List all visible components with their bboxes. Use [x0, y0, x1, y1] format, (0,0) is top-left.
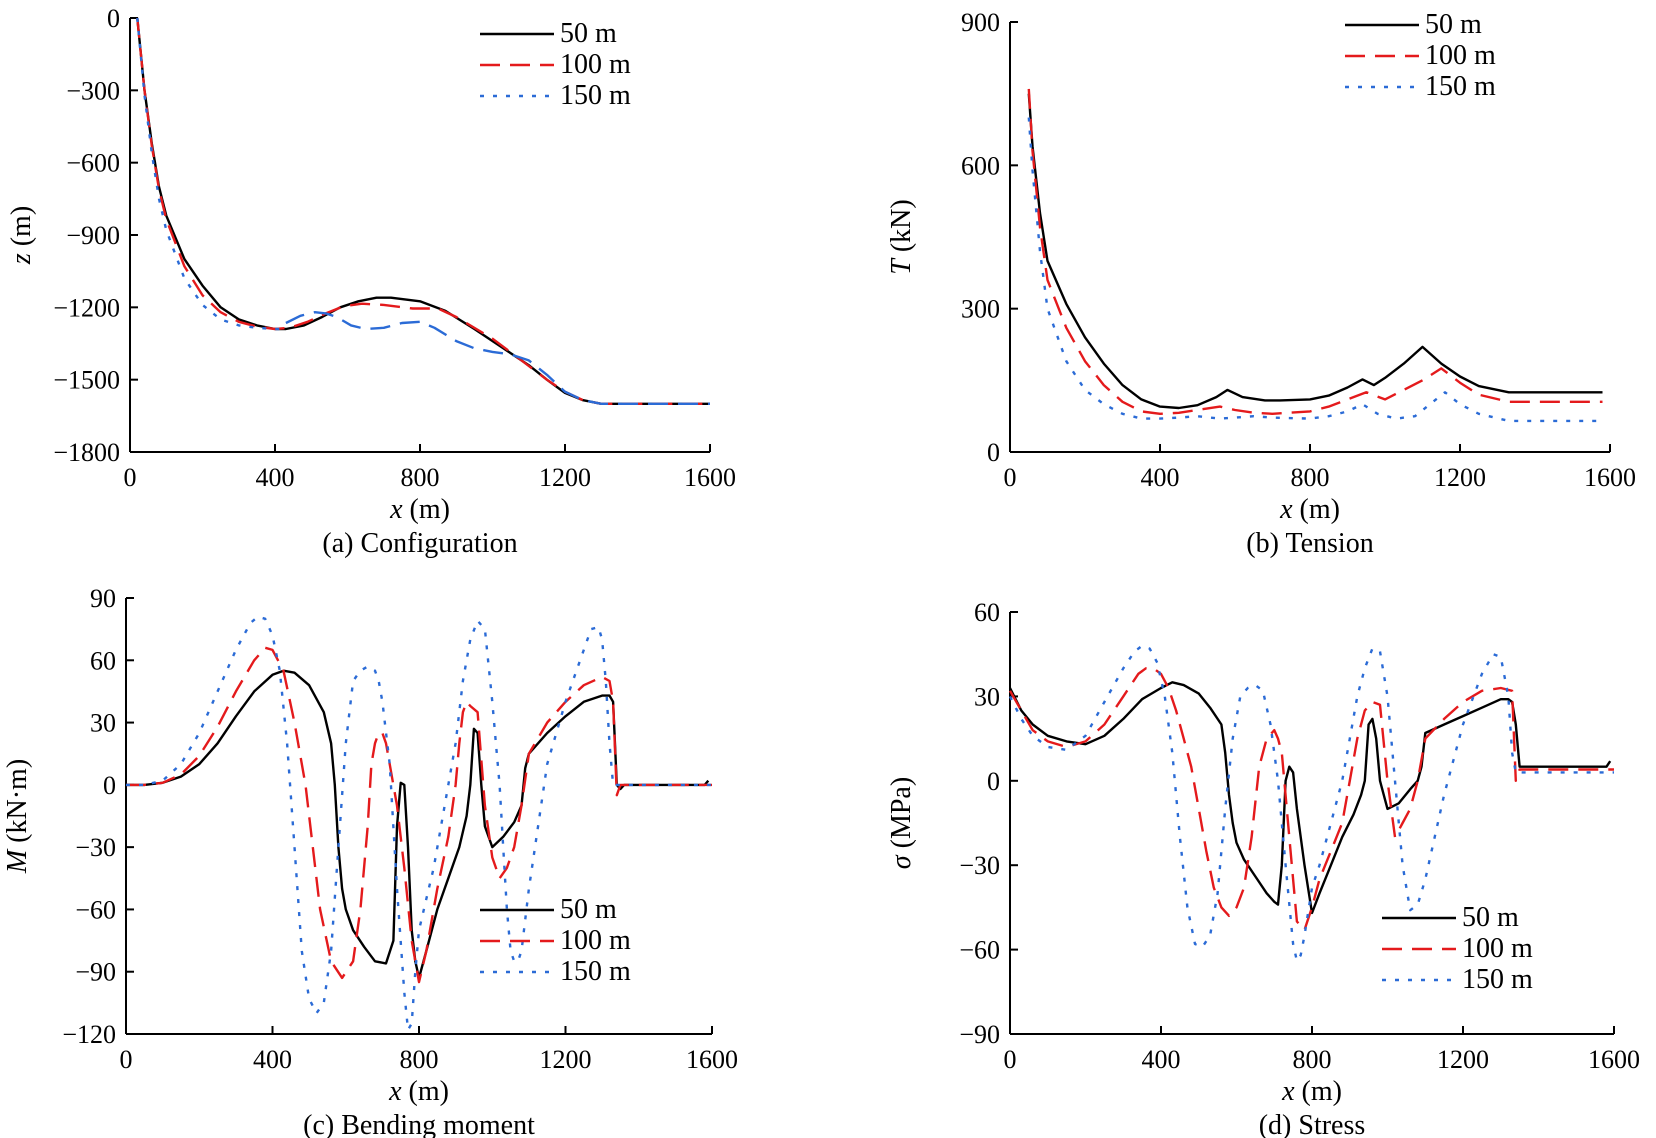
- y-tick-label: −120: [62, 1020, 116, 1049]
- y-tick-label: −30: [75, 833, 116, 862]
- y-tick-label: −90: [959, 1020, 1000, 1049]
- x-tick-label: 400: [1142, 1045, 1181, 1074]
- legend-label: 150 m: [1425, 71, 1496, 102]
- legend-label: 100 m: [560, 49, 631, 80]
- series-line-100-m: [1027, 88, 1603, 415]
- y-tick-label: 30: [974, 682, 1000, 711]
- legend-label: 100 m: [1462, 933, 1533, 964]
- x-tick-label: 0: [1004, 463, 1017, 492]
- x-axis-label: x (m): [388, 1076, 449, 1107]
- x-tick-label: 1200: [540, 1045, 592, 1074]
- y-tick-label: −300: [66, 76, 120, 105]
- legend-label: 50 m: [1425, 9, 1482, 40]
- y-tick-label: −30: [959, 851, 1000, 880]
- x-tick-label: 800: [1293, 1045, 1332, 1074]
- x-tick-label: 0: [124, 463, 137, 492]
- series-line-50-m: [1008, 681, 1612, 915]
- y-axis-label: σ (MPa): [886, 777, 917, 869]
- y-tick-label: 0: [987, 438, 1000, 467]
- x-tick-label: 0: [1004, 1045, 1017, 1074]
- series-line-50-m: [1027, 93, 1603, 410]
- y-tick-label: −1200: [53, 293, 120, 322]
- x-tick-label: 0: [120, 1045, 133, 1074]
- y-axis-label: M (kN·m): [2, 759, 33, 874]
- y-axis-label: T (kN): [886, 199, 917, 274]
- x-tick-label: 1600: [684, 463, 736, 492]
- panel-bending-moment: 0 400 800 1200 1600 90 60 30 0 −30 −60 −90 −120 x (m)…: [2, 584, 738, 1138]
- x-tick-label: 800: [401, 463, 440, 492]
- x-tick-label: 1600: [1584, 463, 1636, 492]
- panel-tension: 0 400 800 1200 1600 0 300 600 900 x (m) T (kN) (b) …: [886, 8, 1636, 559]
- panel-caption: (c) Bending moment: [303, 1110, 535, 1138]
- y-tick-label: 90: [90, 584, 116, 613]
- y-tick-label: −1500: [53, 366, 120, 395]
- legend-label: 50 m: [1462, 902, 1519, 933]
- x-tick-label: 400: [256, 463, 295, 492]
- x-axis-label: x (m): [1279, 494, 1340, 525]
- y-tick-label: −60: [959, 936, 1000, 965]
- panel-caption: (d) Stress: [1259, 1110, 1366, 1138]
- y-tick-label: −900: [66, 221, 120, 250]
- x-tick-label: 400: [253, 1045, 292, 1074]
- y-tick-label: 600: [961, 151, 1000, 180]
- y-tick-label: −600: [66, 149, 120, 178]
- panel-configuration: 0 400 800 1200 1600 0 −300 −600 −900 −1200 −1500 −1…: [6, 4, 736, 559]
- y-tick-label: −1800: [53, 438, 120, 467]
- y-tick-label: 60: [974, 598, 1000, 627]
- panel-stress: 0 400 800 1200 1600 60 30 0 −30 −60 −90 x (m) σ (MPa…: [886, 598, 1640, 1138]
- x-tick-label: 800: [1291, 463, 1330, 492]
- legend-label: 100 m: [560, 925, 631, 956]
- y-axis-label: z (m): [6, 206, 37, 265]
- series-line-150-m: [126, 615, 712, 1032]
- x-tick-label: 1200: [1437, 1045, 1489, 1074]
- legend-label: 150 m: [560, 80, 631, 111]
- series-line-150-m: [136, 17, 286, 331]
- y-tick-label: 30: [90, 709, 116, 738]
- x-tick-label: 1200: [1434, 463, 1486, 492]
- y-tick-label: 60: [90, 646, 116, 675]
- legend-label: 150 m: [1462, 964, 1533, 995]
- y-tick-label: −90: [75, 958, 116, 987]
- x-axis-label: x (m): [389, 494, 450, 525]
- y-tick-label: 0: [107, 4, 120, 33]
- y-tick-label: −60: [75, 895, 116, 924]
- legend-label: 50 m: [560, 894, 617, 925]
- x-tick-label: 800: [400, 1045, 439, 1074]
- y-tick-label: 0: [103, 771, 116, 800]
- legend-label: 50 m: [560, 18, 617, 49]
- x-tick-label: 400: [1141, 463, 1180, 492]
- y-tick-label: 0: [987, 767, 1000, 796]
- x-tick-label: 1600: [1588, 1045, 1640, 1074]
- x-axis-label: x (m): [1281, 1076, 1342, 1107]
- x-tick-label: 1600: [686, 1045, 738, 1074]
- panel-caption: (a) Configuration: [322, 528, 517, 559]
- y-tick-label: 900: [961, 8, 1000, 37]
- panel-caption: (b) Tension: [1246, 528, 1373, 559]
- y-tick-label: 300: [961, 295, 1000, 324]
- legend-label: 150 m: [560, 956, 631, 987]
- legend-label: 100 m: [1425, 40, 1496, 71]
- series-line-segment-3: [285, 311, 710, 405]
- x-tick-label: 1200: [539, 463, 591, 492]
